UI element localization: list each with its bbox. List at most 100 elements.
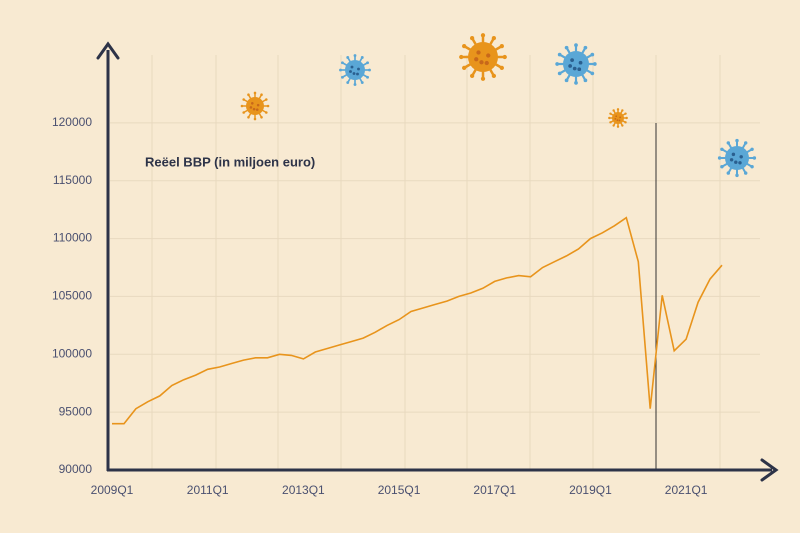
virus-spike-tip — [717, 156, 722, 160]
virus-icons — [240, 33, 757, 178]
virus-spike-tip — [469, 73, 475, 78]
virus-spike-tip — [726, 171, 731, 175]
virus-dot — [738, 161, 742, 165]
virus-spike-tip — [341, 61, 344, 65]
virus-spike-tip — [253, 117, 257, 121]
virus-spike-tip — [616, 125, 620, 128]
virus-dot — [486, 53, 491, 58]
virus-spike-tip — [265, 111, 268, 114]
y-arrow — [96, 41, 120, 60]
virus-spike-tip — [750, 147, 754, 152]
annotation: Reëel BBP (in miljoen euro) — [145, 154, 315, 169]
virus-body — [345, 60, 365, 80]
virus-spike-tip — [462, 65, 467, 71]
virus-spike-tip — [735, 138, 739, 143]
virus-dot — [252, 107, 256, 111]
virus-spike-tip — [491, 36, 497, 41]
virus-dot — [352, 72, 356, 75]
virus-spike-tip — [253, 91, 257, 95]
virus-spike-tip — [366, 61, 369, 65]
virus-spike-tip — [609, 121, 612, 124]
virus-spike-tip — [557, 52, 562, 57]
virus-spike-tip — [247, 93, 250, 96]
virus-spike-tip — [625, 116, 628, 120]
x-tick-label: 2019Q1 — [569, 483, 612, 497]
virus-spike-tip — [353, 83, 357, 86]
virus-spike-tip — [583, 78, 588, 83]
virus-spike-tip — [624, 121, 627, 124]
virus-spike-tip — [469, 36, 475, 41]
virus-dot — [739, 155, 743, 159]
virus-spike-tip — [366, 75, 369, 79]
virus-dot — [578, 60, 583, 65]
virus-spike-tip — [339, 68, 342, 72]
virus-spike-tip — [346, 81, 350, 84]
virus-dot — [731, 152, 736, 157]
virus-spike-tip — [502, 54, 507, 60]
virus-spike-tip — [608, 116, 611, 120]
virus-dot — [568, 64, 573, 68]
virus-dot — [357, 67, 360, 71]
virus-dot — [615, 115, 618, 118]
x-tick-label: 2009Q1 — [91, 483, 134, 497]
virus-dot — [255, 108, 259, 111]
virus-body — [468, 42, 498, 72]
virus-spike-tip — [360, 56, 364, 59]
virus-spike-tip — [480, 76, 486, 81]
virus-spike-tip — [612, 124, 615, 127]
virus-body — [725, 146, 749, 170]
virus-spike-tip — [564, 45, 569, 50]
virus-spike-tip — [574, 43, 578, 48]
virus-spike-tip — [720, 147, 724, 152]
virus-dot — [356, 72, 359, 76]
virus-spike-tip — [616, 108, 620, 111]
virus-spike-tip — [240, 104, 244, 108]
virus-dot — [616, 119, 619, 121]
plot — [112, 216, 723, 425]
virus-dot — [476, 50, 481, 55]
virus-dot — [349, 70, 352, 73]
virus-spike-tip — [752, 156, 757, 160]
virus-body — [563, 51, 589, 77]
virus-spike-tip — [480, 33, 486, 38]
virus-dot — [484, 60, 489, 66]
x-arrow — [760, 458, 779, 482]
virus-spike-tip — [750, 164, 754, 169]
virus-spike-tip — [499, 65, 504, 71]
x-tick-label: 2015Q1 — [378, 483, 421, 497]
virus-spike-tip — [459, 54, 464, 60]
virus-spike-tip — [621, 124, 624, 127]
virus-spike-tip — [260, 116, 263, 119]
y-tick-label: 120000 — [52, 115, 92, 129]
virus-spike-tip — [360, 81, 364, 84]
virus-spike-tip — [346, 56, 350, 59]
virus-spike-tip — [260, 93, 263, 96]
virus-dot — [734, 160, 738, 164]
x-tick-label: 2017Q1 — [473, 483, 516, 497]
virus-spike-tip — [583, 45, 588, 50]
virus-dot — [572, 66, 577, 71]
virus-dot — [474, 57, 479, 62]
virus-spike-tip — [609, 112, 612, 115]
virus-spike-tip — [462, 43, 467, 49]
virus-spike-tip — [590, 52, 595, 57]
virus-body — [246, 97, 264, 115]
y-tick-label: 110000 — [53, 231, 92, 245]
line-series — [112, 216, 723, 425]
x-tick-label: 2011Q1 — [187, 483, 229, 497]
virus-spike-tip — [242, 98, 245, 101]
virus-spike-tip — [555, 62, 560, 66]
axes — [96, 41, 779, 482]
virus-spike-tip — [266, 104, 270, 108]
y-tick-label: 95000 — [59, 404, 93, 418]
virus-spike-tip — [265, 98, 268, 101]
virus-spike-tip — [247, 116, 250, 119]
virus-spike-tip — [341, 75, 344, 79]
virus-spike-tip — [743, 141, 748, 145]
virus-spike-tip — [368, 68, 371, 72]
virus-dot — [577, 67, 582, 72]
y-tick-label: 115000 — [53, 173, 92, 187]
virus-spike-tip — [720, 164, 724, 169]
virus-dot — [729, 158, 734, 162]
